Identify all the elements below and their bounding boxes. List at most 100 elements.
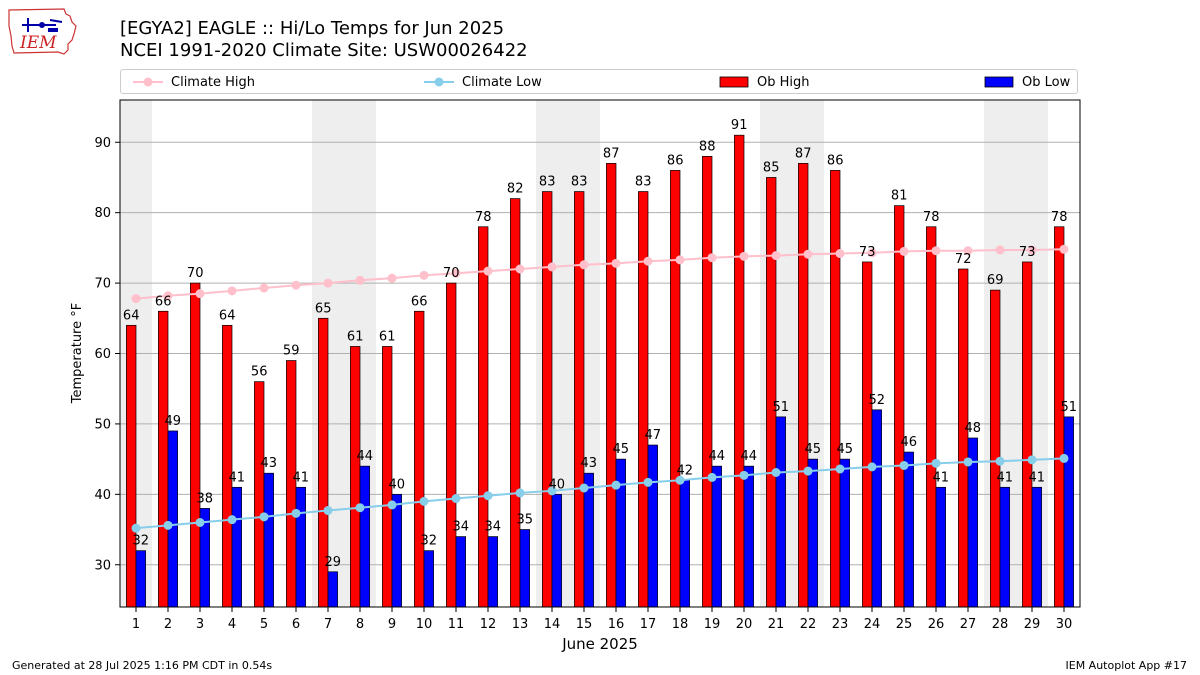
ob-high-label: 83 <box>539 175 556 190</box>
ob-low-bar <box>519 529 530 608</box>
legend-label: Ob High <box>757 74 810 90</box>
climate-low-point <box>579 483 589 493</box>
ob-low-bar <box>999 486 1010 608</box>
ob-high-bar <box>158 310 169 608</box>
legend-item-ob-high: Ob High <box>719 73 810 91</box>
y-tick-label: 60 <box>94 347 111 362</box>
ob-low-bar <box>711 465 722 608</box>
climate-high-point <box>707 253 717 263</box>
ob-low-bar <box>359 465 370 608</box>
climate-high-point <box>611 258 621 268</box>
ob-high-bar <box>254 381 265 608</box>
x-axis-label: June 2025 <box>561 635 638 653</box>
legend-item-ob-low: Ob Low <box>984 73 1070 91</box>
climate-low-point <box>675 475 685 485</box>
climate-high-point <box>419 270 429 280</box>
ob-low-label: 38 <box>197 491 214 506</box>
ob-low-label: 42 <box>677 463 694 478</box>
y-tick-label: 70 <box>94 277 111 292</box>
climate-high-point <box>995 245 1005 255</box>
gridlines <box>120 141 1080 566</box>
ob-high-bar <box>574 191 585 608</box>
x-tick-label: 2 <box>164 617 172 632</box>
climate-low-point <box>739 470 749 480</box>
data-labels: 64 66 70 64 56 59 65 61 61 66 70 78 82 83 83 87 83 86 88 91… <box>123 118 1077 570</box>
ob-high-label: 65 <box>315 301 332 316</box>
ob-low-label: 40 <box>549 477 566 492</box>
climate-high-point <box>899 246 909 256</box>
ob-low-label: 41 <box>1029 470 1046 485</box>
climate-high-point <box>771 251 781 261</box>
ob-high-bar <box>350 346 361 608</box>
ob-low-label: 44 <box>741 449 758 464</box>
ob-high-label: 81 <box>891 189 908 204</box>
ob-low-label: 41 <box>293 470 310 485</box>
ob-low-label: 49 <box>165 414 182 429</box>
climate-high-point <box>259 283 269 293</box>
ob-low-bar <box>775 416 786 608</box>
ob-high-bar <box>478 226 489 608</box>
legend-label: Climate Low <box>462 74 542 90</box>
ob-low-label: 51 <box>1061 400 1078 415</box>
x-tick-label: 28 <box>992 617 1009 632</box>
climate-low-line <box>135 457 1065 530</box>
ob-low-label: 41 <box>229 470 246 485</box>
climate-low-point <box>323 506 333 516</box>
ob-low-label: 40 <box>389 477 406 492</box>
climate-high-point <box>163 291 173 301</box>
ob-high-label: 69 <box>987 273 1004 288</box>
climate-low-point <box>451 494 461 504</box>
ob-low-label: 43 <box>261 456 278 471</box>
ob-low-label: 44 <box>357 449 374 464</box>
ob-high-bar <box>542 191 553 608</box>
ob-low-bar <box>295 486 306 608</box>
climate-low-point <box>195 518 205 527</box>
legend-label: Climate High <box>171 74 256 90</box>
footer-app-text: IEM Autoplot App #17 <box>1065 659 1188 672</box>
ob-low-bar <box>807 458 818 608</box>
y-tick-label: 80 <box>94 206 111 221</box>
y-tick-label: 50 <box>94 417 111 432</box>
climate-high-point <box>803 249 813 259</box>
ob-high-bar <box>670 170 681 608</box>
climate-low-point <box>291 508 301 518</box>
x-tick-label: 27 <box>960 617 977 632</box>
climate-high-point <box>579 260 589 270</box>
ob-low-bar <box>679 479 690 608</box>
climate-low-point <box>163 520 173 530</box>
ob-high-bar <box>734 134 745 608</box>
climate-low-point <box>835 464 845 474</box>
climate-low-point <box>1059 453 1069 463</box>
ob-low-label: 51 <box>773 400 790 415</box>
x-tick-label: 30 <box>1056 617 1073 632</box>
climate-high-point <box>291 280 301 290</box>
climate-low-point <box>131 523 141 533</box>
ob-high-bar <box>830 170 841 608</box>
ob-low-label: 47 <box>645 428 662 443</box>
iowa-map-icon: IEM <box>8 8 77 55</box>
logo-text: IEM <box>19 33 57 53</box>
x-tick-label: 5 <box>260 617 268 632</box>
ob-high-bar <box>414 310 425 608</box>
ob-low-label: 43 <box>581 456 598 471</box>
legend-bar-swatch-icon <box>719 76 749 88</box>
climate-low-point <box>643 477 653 487</box>
ob-high-label: 70 <box>443 266 460 281</box>
climate-high-point <box>387 273 397 283</box>
ob-high-label: 85 <box>763 160 780 175</box>
climate-high-point <box>323 278 333 288</box>
climate-low-point <box>963 457 973 467</box>
y-tick-label: 90 <box>94 136 111 151</box>
ob-high-label: 82 <box>507 182 524 197</box>
ob-low-label: 45 <box>805 442 822 457</box>
climate-high-point <box>451 268 461 278</box>
ob-high-label: 87 <box>795 146 812 161</box>
x-tick-label: 7 <box>324 617 332 632</box>
climate-low-point <box>387 500 397 510</box>
bars <box>126 134 1074 608</box>
ob-low-bar <box>551 493 562 608</box>
ob-low-bar <box>903 451 914 608</box>
x-tick-label: 13 <box>512 617 529 632</box>
climate-high-point <box>835 249 845 259</box>
ob-high-bar <box>766 177 777 608</box>
